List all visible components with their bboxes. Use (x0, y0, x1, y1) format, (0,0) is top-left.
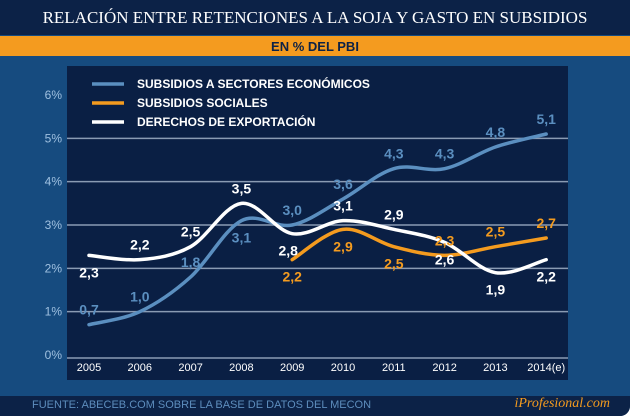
data-label-export-duties: 2,5 (181, 224, 201, 240)
x-tick-label: 2009 (280, 362, 304, 374)
data-label-social-subsidies: 2,7 (536, 215, 556, 231)
x-tick-label: 2012 (432, 362, 456, 374)
legend-label-export-duties: DERECHOS DE EXPORTACIÓN (137, 114, 315, 129)
x-tick-label: 2014(e) (527, 362, 565, 374)
line-chart: 0% 1% 2% 3% 4% 5% 6% 2005 2006 2007 2008 2009 2010 20… (45, 66, 568, 380)
x-tick-label: 2006 (128, 362, 152, 374)
series-line-export-duties (87, 201, 548, 275)
x-tick-label: 2005 (77, 362, 101, 374)
x-tick-label: 2010 (331, 362, 355, 374)
y-tick-label: 3% (45, 218, 63, 232)
data-label-social-subsidies: 2,3 (435, 232, 455, 248)
data-label-economic-subsidies: 3,0 (282, 202, 302, 218)
x-tick-label: 2008 (229, 362, 253, 374)
source-note: FUENTE: ABECEB.COM SOBRE LA BASE DE DATO… (32, 399, 372, 411)
y-tick-label: 4% (45, 175, 63, 189)
plot-area (67, 66, 568, 380)
legend-label-social-subsidies: SUBSIDIOS SOCIALES (137, 96, 268, 110)
data-label-economic-subsidies: 4,8 (486, 124, 506, 140)
brand-logo: iProfesional.com (514, 396, 610, 411)
y-tick-label: 2% (45, 261, 63, 275)
legend-label-economic-subsidies: SUBSIDIOS A SECTORES ECONÓMICOS (137, 76, 370, 91)
data-label-social-subsidies: 2,5 (486, 224, 506, 240)
y-tick-label: 0% (45, 348, 63, 362)
data-label-export-duties: 2,2 (536, 269, 556, 285)
data-label-economic-subsidies: 5,1 (536, 111, 556, 127)
data-label-economic-subsidies: 1,0 (130, 289, 150, 305)
y-tick-label: 6% (45, 88, 63, 102)
data-label-economic-subsidies: 3,1 (232, 230, 252, 246)
data-label-economic-subsidies: 3,6 (333, 176, 353, 192)
data-label-export-duties: 3,5 (232, 180, 252, 196)
x-tick-label: 2013 (483, 362, 507, 374)
series-line-social-subsidies (290, 227, 548, 262)
y-tick-label: 5% (45, 131, 63, 145)
footer: FUENTE: ABECEB.COM SOBRE LA BASE DE DATO… (0, 396, 630, 416)
data-label-social-subsidies: 2,9 (333, 238, 353, 254)
data-label-economic-subsidies: 4,3 (384, 146, 404, 162)
data-label-economic-subsidies: 1,8 (181, 254, 201, 270)
x-tick-label: 2007 (178, 362, 202, 374)
chart-subtitle: EN % DEL PBI (0, 36, 630, 56)
chart-title: RELACIÓN ENTRE RETENCIONES A LA SOJA Y G… (0, 0, 630, 35)
data-label-export-duties: 2,9 (384, 206, 404, 222)
y-tick-label: 1% (45, 305, 63, 319)
data-label-export-duties: 2,6 (435, 251, 455, 267)
data-label-economic-subsidies: 0,7 (79, 302, 99, 318)
series-line-economic-subsidies (87, 132, 548, 327)
data-label-export-duties: 2,2 (130, 237, 150, 253)
data-label-social-subsidies: 2,2 (282, 269, 302, 285)
data-label-social-subsidies: 2,5 (384, 256, 404, 272)
data-label-export-duties: 1,9 (486, 282, 506, 298)
data-label-export-duties: 2,8 (278, 243, 298, 259)
data-label-export-duties: 2,3 (79, 264, 99, 280)
data-label-economic-subsidies: 4,3 (435, 146, 455, 162)
x-tick-label: 2011 (382, 362, 406, 374)
data-label-export-duties: 3,1 (333, 198, 353, 214)
